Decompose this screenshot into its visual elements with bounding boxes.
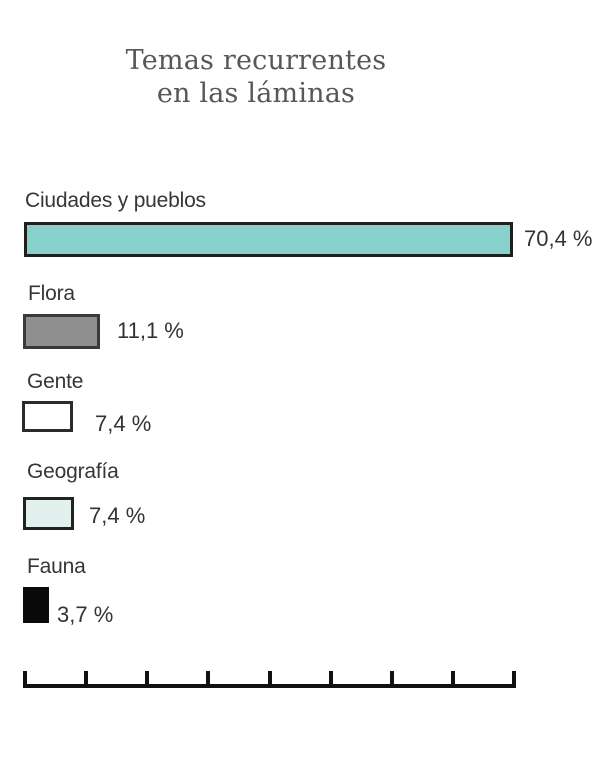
axis-tick — [268, 671, 272, 684]
axis-tick — [206, 671, 210, 684]
axis-tick — [145, 671, 149, 684]
bar-flora — [23, 314, 100, 349]
x-axis-ticks — [23, 671, 516, 684]
value-label-geografia: 7,4 % — [89, 503, 146, 528]
value-label-gente: 7,4 % — [95, 411, 152, 436]
value-label-ciudades-y-pueblos: 70,4 % — [524, 226, 593, 251]
value-label-fauna: 3,7 % — [57, 602, 114, 627]
category-label-ciudades-y-pueblos: Ciudades y pueblos — [25, 189, 206, 212]
bar-fauna — [23, 587, 49, 623]
x-axis-line — [23, 684, 516, 688]
chart-title: Temas recurrentes en las láminas — [0, 44, 512, 110]
axis-tick — [329, 671, 333, 684]
axis-tick — [390, 671, 394, 684]
category-label-flora: Flora — [28, 282, 75, 305]
bar-geografia — [23, 497, 74, 530]
value-label-flora: 11,1 % — [117, 318, 184, 343]
axis-tick — [512, 671, 516, 684]
axis-tick — [451, 671, 455, 684]
chart-title-line2: en las láminas — [156, 78, 356, 109]
category-label-geografia: Geografía — [27, 460, 119, 483]
bar-ciudades-y-pueblos — [24, 222, 513, 257]
chart-title-line1: Temas recurrentes — [125, 45, 387, 76]
axis-tick — [84, 671, 88, 684]
category-label-fauna: Fauna — [27, 555, 86, 578]
bar-gente — [22, 401, 73, 432]
axis-tick — [23, 671, 27, 684]
category-label-gente: Gente — [27, 370, 84, 393]
